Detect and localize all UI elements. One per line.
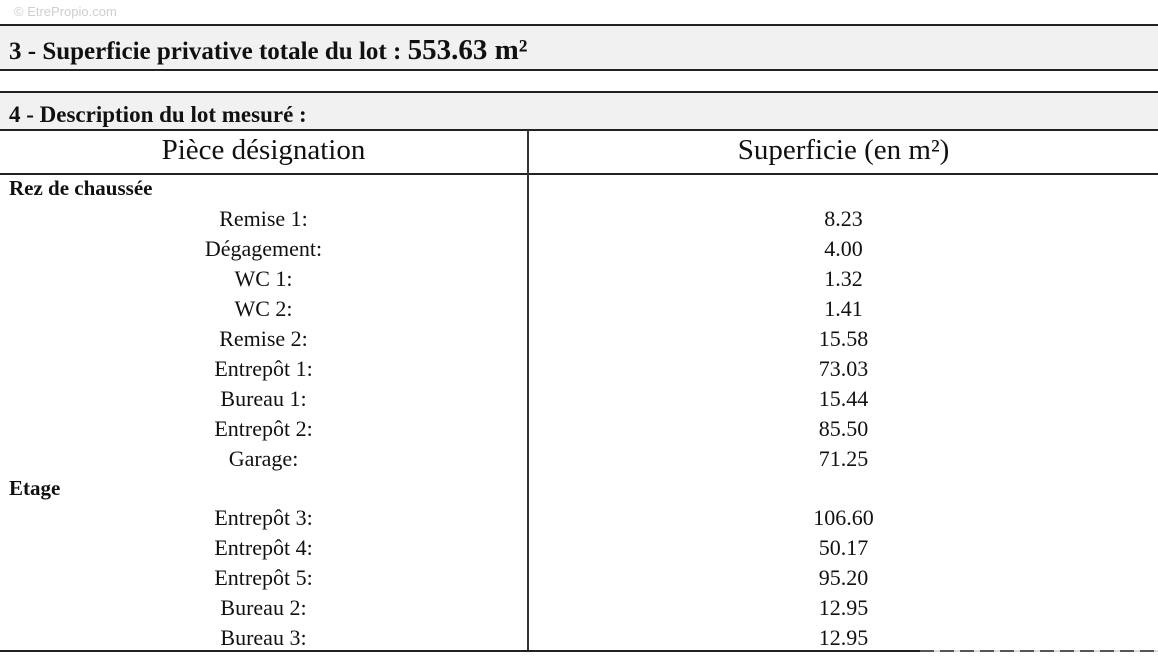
table-row: Entrepôt 3: 106.60 <box>0 503 1158 533</box>
total-area-value: 553.63 m² <box>407 34 528 66</box>
room-area: 12.95 <box>818 625 869 651</box>
table-row: Remise 2: 15.58 <box>0 324 1158 354</box>
table-bottom-border-dashed <box>920 650 1158 652</box>
watermark: © EtrePropio.com <box>14 4 117 19</box>
column-divider <box>527 130 529 652</box>
room-area: 73.03 <box>818 355 869 381</box>
room-area: 1.32 <box>824 265 863 291</box>
table-header: Pièce désignation Superficie (en m²) <box>0 130 1158 175</box>
table-bottom-border <box>0 650 1158 652</box>
room-name: Entrepôt 2: <box>214 415 313 441</box>
room-name: Entrepôt 1: <box>214 355 313 381</box>
room-area: 15.44 <box>818 385 869 411</box>
table-row: Entrepôt 4: 50.17 <box>0 533 1158 563</box>
room-area: 106.60 <box>813 505 874 531</box>
room-name: WC 1: <box>234 265 293 291</box>
room-area: 1.41 <box>824 295 863 321</box>
room-name: Remise 1: <box>219 205 308 231</box>
table-row: Bureau 1: 15.44 <box>0 384 1158 414</box>
room-area: 8.23 <box>824 205 863 231</box>
section-3-total-area: 3 - Superficie privative totale du lot :… <box>0 24 1158 71</box>
table-row: Remise 1: 8.23 <box>0 204 1158 234</box>
room-name: WC 2: <box>234 295 293 321</box>
room-area: 50.17 <box>818 535 869 561</box>
room-area: 4.00 <box>824 235 863 261</box>
column-header-area: Superficie (en m²) <box>737 134 950 166</box>
room-name: Remise 2: <box>219 325 308 351</box>
table-row: Garage: 71.25 <box>0 444 1158 474</box>
table-row: Entrepôt 1: 73.03 <box>0 354 1158 384</box>
section-3-label: 3 - Superficie privative totale du lot : <box>9 38 402 65</box>
room-name: Dégagement: <box>204 235 323 261</box>
room-area: 95.20 <box>818 565 869 591</box>
table-row: Bureau 3: 12.95 <box>0 623 1158 653</box>
group-row: Etage <box>0 474 1158 504</box>
table-row: WC 2: 1.41 <box>0 294 1158 324</box>
group-label: Etage <box>9 475 61 500</box>
room-area: 15.58 <box>818 325 869 351</box>
group-label: Rez de chaussée <box>9 176 153 200</box>
room-name: Bureau 2: <box>220 595 307 621</box>
section-4-header: 4 - Description du lot mesuré : <box>0 91 1158 131</box>
section-4-title: 4 - Description du lot mesuré : <box>9 102 307 127</box>
room-area: 12.95 <box>818 595 869 621</box>
room-area: 71.25 <box>818 445 869 471</box>
group-row: Rez de chaussée <box>0 174 1158 204</box>
room-name: Bureau 3: <box>220 625 307 651</box>
section-3-title: 3 - Superficie privative totale du lot :… <box>9 34 527 67</box>
room-name: Entrepôt 3: <box>214 505 313 531</box>
room-name: Bureau 1: <box>220 385 307 411</box>
room-name: Entrepôt 5: <box>214 565 313 591</box>
table-row: WC 1: 1.32 <box>0 264 1158 294</box>
room-name: Garage: <box>228 445 299 471</box>
room-name: Entrepôt 4: <box>214 535 313 561</box>
table-row: Entrepôt 5: 95.20 <box>0 563 1158 593</box>
table-row: Bureau 2: 12.95 <box>0 593 1158 623</box>
table-row: Entrepôt 2: 85.50 <box>0 414 1158 444</box>
table-row: Dégagement: 4.00 <box>0 234 1158 264</box>
room-area: 85.50 <box>818 415 869 441</box>
column-header-room: Pièce désignation <box>161 134 366 166</box>
